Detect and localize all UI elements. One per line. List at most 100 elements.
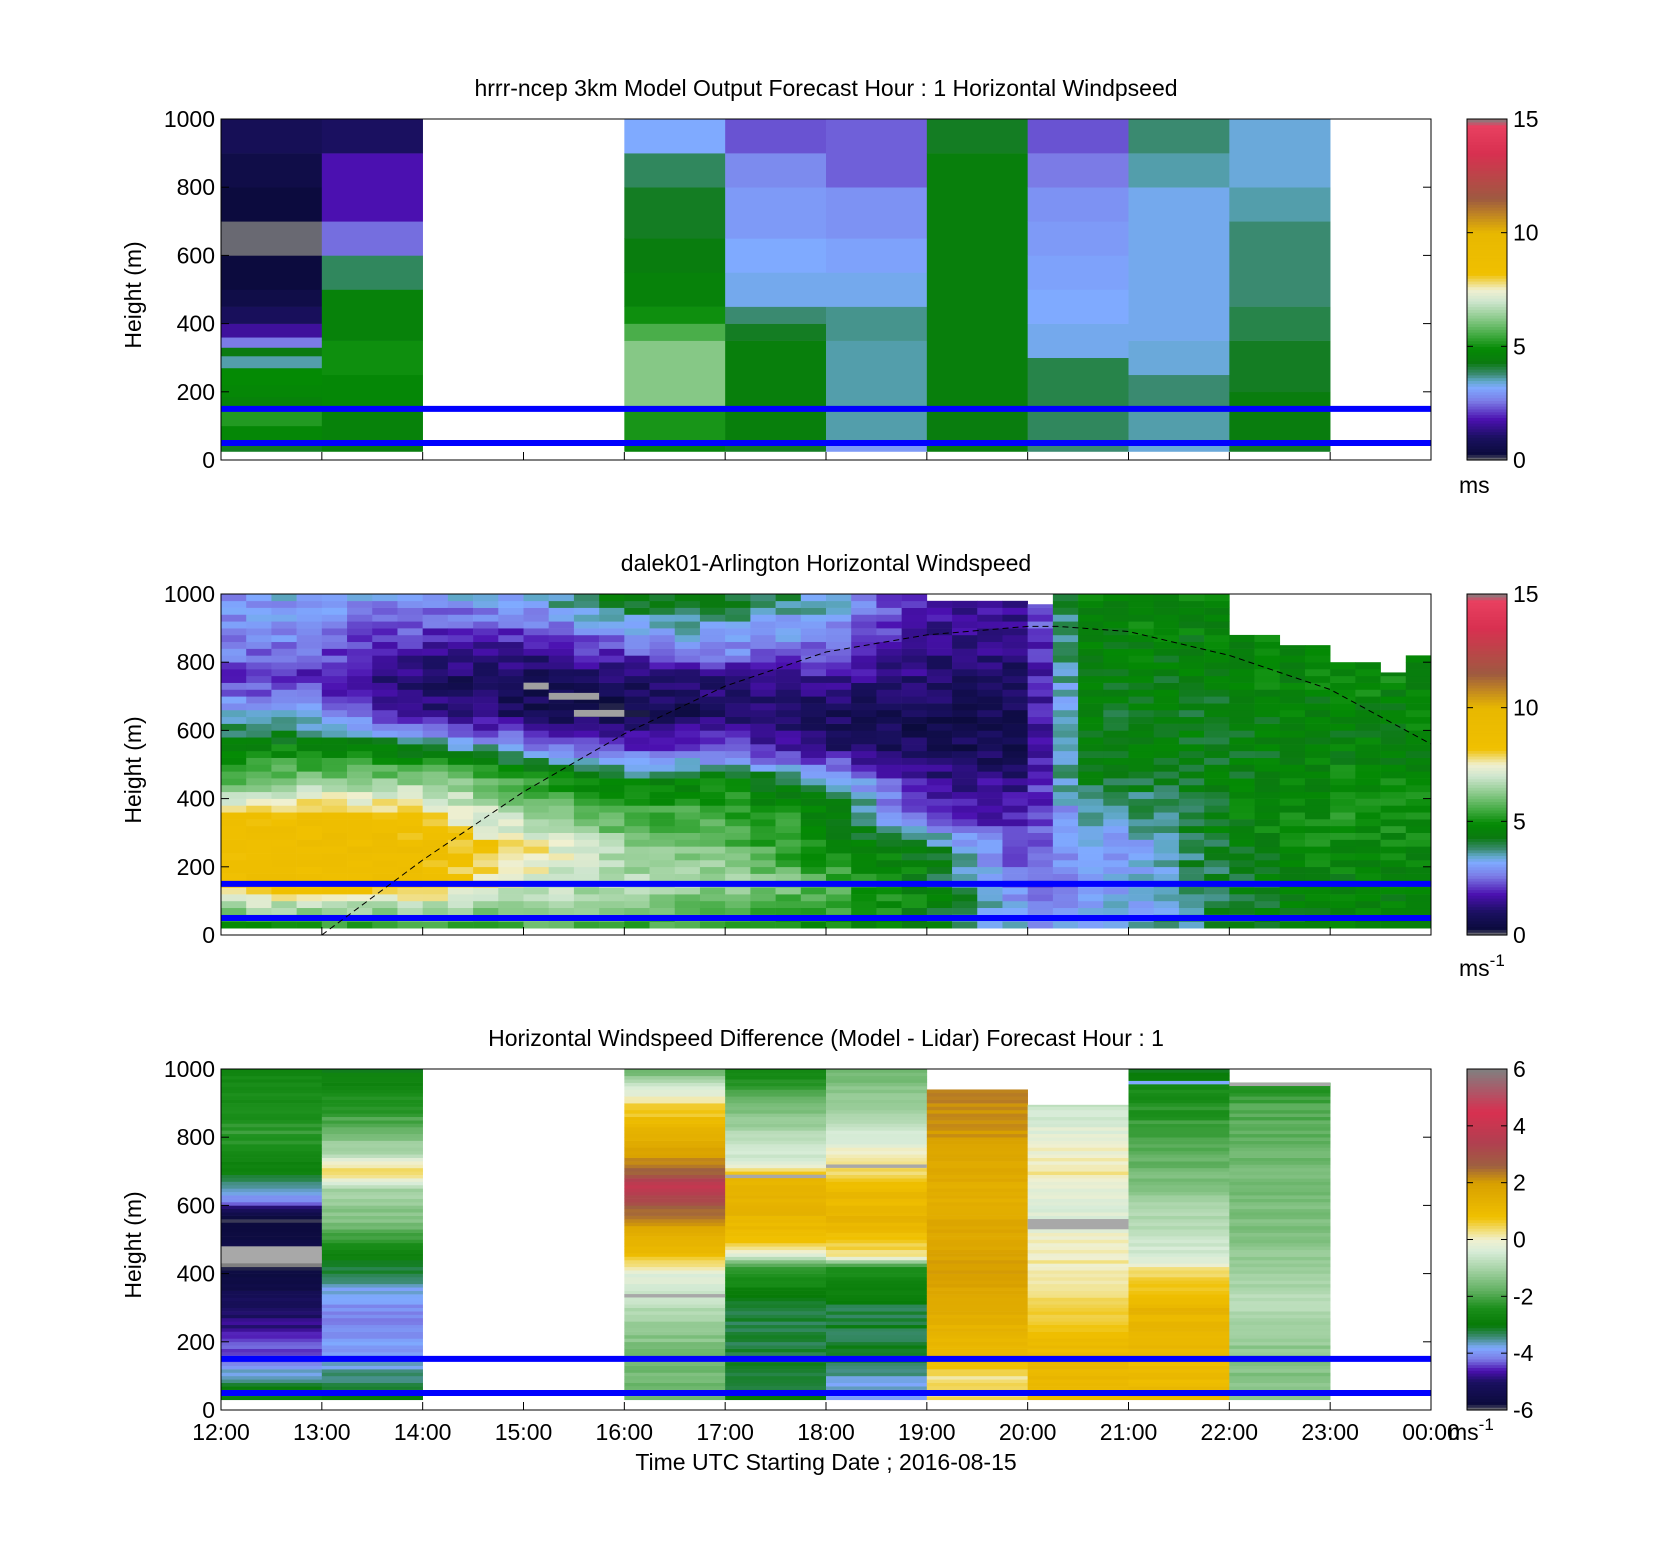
difference-cell: [321, 1314, 423, 1319]
lidar-cell: [246, 791, 272, 799]
lidar-cell: [1103, 689, 1129, 697]
difference-cell: [624, 1266, 726, 1271]
lidar-cell: [498, 621, 524, 629]
difference-cell: [826, 1232, 928, 1237]
lidar-cell: [876, 812, 902, 820]
lidar-cell: [876, 730, 902, 738]
panel-diff-cells: [221, 1069, 1331, 1401]
colorbar-segment: [1467, 1191, 1507, 1195]
lidar-cell: [1279, 853, 1306, 861]
lidar-cell: [523, 648, 550, 656]
lidar-cell: [1178, 655, 1205, 663]
difference-cell: [1128, 1352, 1230, 1356]
lidar-cell: [674, 812, 701, 820]
lidar-cell: [1078, 839, 1104, 847]
lidar-cell: [397, 744, 423, 752]
colorbar-segment: [1467, 329, 1507, 333]
lidar-cell: [1078, 607, 1104, 615]
lidar-cell: [523, 921, 550, 929]
lidar-cell: [1355, 682, 1381, 690]
difference-cell: [826, 1082, 928, 1087]
lidar-cell: [800, 675, 827, 683]
lidar-cell: [725, 853, 751, 861]
lidar-cell: [1103, 791, 1129, 799]
lidar-cell: [851, 907, 877, 915]
lidar-cell: [397, 921, 423, 929]
difference-cell: [926, 1348, 1028, 1353]
lidar-cell: [901, 723, 928, 731]
difference-cell: [1128, 1086, 1230, 1090]
difference-cell: [1229, 1307, 1331, 1312]
lidar-cell: [296, 750, 323, 758]
lidar-cell: [800, 771, 827, 779]
lidar-cell: [926, 805, 953, 813]
lidar-cell: [321, 907, 348, 915]
lidar-cell: [321, 805, 348, 813]
colorbar-segment: [1467, 380, 1507, 384]
lidar-cell: [1304, 716, 1331, 724]
difference-cell: [321, 1167, 423, 1172]
lidar-cell: [750, 791, 776, 799]
difference-cell: [725, 1287, 827, 1291]
model-cell: [725, 238, 827, 273]
colorbar-segment: [1467, 266, 1507, 271]
lidar-cell: [1380, 873, 1407, 881]
lidar-cell: [826, 798, 852, 806]
lidar-cell: [1304, 798, 1331, 806]
lidar-cell: [523, 900, 550, 909]
colorbar-segment: [1467, 209, 1507, 214]
lidar-cell: [1078, 853, 1104, 861]
lidar-cell: [573, 805, 600, 813]
lidar-cell: [725, 750, 751, 758]
difference-cell: [221, 1099, 323, 1104]
colorbar-segment: [1467, 829, 1507, 834]
lidar-cell: [775, 771, 802, 779]
lidar-cell: [926, 798, 953, 806]
lidar-cell: [473, 805, 499, 813]
colorbar-segment: [1467, 670, 1507, 675]
difference-cell: [1229, 1253, 1331, 1257]
lidar-cell: [599, 607, 625, 615]
lidar-cell: [271, 907, 297, 915]
lidar-cell: [573, 894, 600, 902]
lidar-cell: [851, 675, 877, 683]
lidar-cell: [1204, 703, 1230, 711]
lidar-cell: [952, 894, 978, 902]
difference-cell: [1027, 1341, 1129, 1346]
difference-cell: [926, 1092, 1028, 1097]
lidar-cell: [1103, 682, 1129, 690]
lidar-cell: [447, 825, 474, 833]
lidar-cell: [321, 594, 348, 602]
lidar-cell: [1304, 750, 1331, 758]
difference-cell: [624, 1198, 726, 1203]
lidar-cell: [1304, 900, 1331, 909]
model-cell: [1229, 221, 1331, 307]
lidar-cell: [1304, 675, 1331, 683]
colorbar-tick-label: -6: [1513, 1397, 1533, 1423]
difference-cell: [826, 1075, 928, 1080]
difference-cell: [1027, 1314, 1129, 1319]
lidar-cell: [1304, 791, 1331, 799]
lidar-cell: [826, 723, 852, 731]
lidar-cell: [725, 628, 751, 636]
lidar-cell: [1128, 648, 1155, 656]
lidar-cell: [1078, 798, 1104, 806]
lidar-cell: [1052, 819, 1079, 827]
lidar-cell: [473, 750, 499, 758]
lidar-cell: [296, 744, 323, 752]
lidar-cell: [1153, 757, 1180, 765]
difference-cell: [725, 1140, 827, 1145]
difference-cell: [1128, 1144, 1230, 1148]
lidar-cell: [1128, 669, 1155, 677]
lidar-cell: [1103, 757, 1129, 765]
lidar-cell: [221, 669, 247, 677]
lidar-cell: [952, 825, 978, 833]
lidar-cell: [725, 675, 751, 683]
lidar-cell: [699, 791, 726, 799]
model-cell: [624, 408, 726, 444]
lidar-cell: [1355, 662, 1381, 670]
colorbar-segment: [1467, 1205, 1507, 1209]
difference-cell: [725, 1304, 827, 1308]
lidar-cell: [674, 709, 701, 718]
lidar-cell: [271, 921, 297, 929]
